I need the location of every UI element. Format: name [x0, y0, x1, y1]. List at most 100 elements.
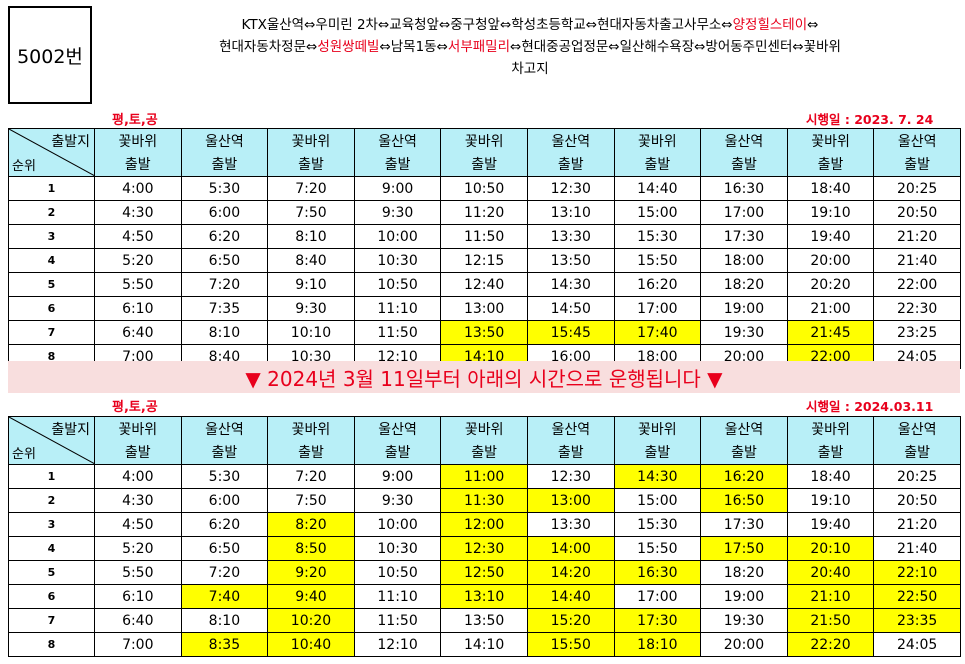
- route-stop-highlight: 성원쌍떼빌: [317, 39, 380, 55]
- time-cell: 20:50: [873, 200, 961, 225]
- time-cell: 16:30: [700, 176, 788, 201]
- time-cell: 9:30: [353, 488, 442, 513]
- time-cell-changed: 8:35: [180, 632, 269, 657]
- time-cell-changed: 18:10: [613, 632, 702, 657]
- rank-cell: 1: [8, 176, 95, 201]
- time-cell-changed: 17:50: [700, 536, 788, 561]
- time-cell: 18:40: [786, 176, 875, 201]
- corner-origin-label: 출발지: [51, 422, 90, 438]
- time-cell-changed: 12:00: [440, 512, 528, 537]
- time-cell-changed: 15:50: [526, 632, 615, 657]
- table-row: 2 4:30 6:00 7:50 9:30 11:30 13:00 15:00 16:50 19:…: [8, 488, 961, 513]
- table-row: 1 4:00 5:30 7:20 9:00 10:50 12:30 14:40 16:30 18:…: [8, 176, 961, 201]
- column-header-depart: 출발: [873, 152, 961, 177]
- rank-cell: 1: [8, 464, 95, 489]
- time-cell: 19:10: [786, 200, 875, 225]
- time-cell: 4:50: [94, 224, 182, 249]
- header-row: 출발지 순위 꽃바위 울산역 꽃바위 울산역 꽃바위 울산역 꽃바위 울산역 꽃바위 울산역: [8, 416, 961, 465]
- column-header-depart: 출발: [353, 152, 442, 177]
- time-cell-changed: 10:20: [267, 608, 355, 633]
- day-types-label-1: 평,토,공: [112, 113, 158, 128]
- corner-header: 출발지 순위: [8, 416, 95, 465]
- column-header-depart: 출발: [94, 440, 182, 465]
- column-header-depart: 출발: [873, 440, 961, 465]
- time-cell: 7:35: [180, 296, 269, 321]
- rank-cell: 2: [8, 200, 95, 225]
- column-header-station: 울산역: [180, 128, 269, 153]
- time-cell: 13:30: [526, 224, 615, 249]
- time-cell: 21:40: [873, 248, 961, 273]
- column-header-station: 꽃바위: [440, 416, 528, 441]
- time-cell-changed: 15:20: [526, 608, 615, 633]
- time-cell: 9:00: [353, 464, 442, 489]
- table-row: 7 6:40 8:10 10:20 11:50 13:50 15:20 17:30 19:30 2…: [8, 608, 961, 633]
- route-segment: ⇔현대중공업정문⇔일산해수욕장⇔방어동주민센터⇔꽃바위: [510, 39, 841, 55]
- time-cell: 5:30: [180, 176, 269, 201]
- time-cell: 10:10: [267, 320, 355, 345]
- time-cell: 21:20: [873, 224, 961, 249]
- time-cell: 10:50: [440, 176, 528, 201]
- time-cell: 6:20: [180, 224, 269, 249]
- time-cell: 21:00: [786, 296, 875, 321]
- time-cell: 6:40: [94, 608, 182, 633]
- column-header-depart: 출발: [786, 152, 875, 177]
- time-cell-changed: 14:00: [526, 536, 615, 561]
- column-header-station: 울산역: [353, 416, 442, 441]
- time-cell: 7:00: [94, 632, 182, 657]
- time-cell: 5:20: [94, 248, 182, 273]
- time-cell: 16:20: [613, 272, 702, 297]
- time-cell: 8:10: [180, 608, 269, 633]
- time-cell: 18:40: [786, 464, 875, 489]
- time-cell: 22:30: [873, 296, 961, 321]
- time-cell: 9:30: [353, 200, 442, 225]
- time-cell: 10:30: [353, 536, 442, 561]
- time-cell: 6:10: [94, 296, 182, 321]
- route-stop-highlight: 서부패밀리: [447, 39, 511, 55]
- column-header-station: 울산역: [180, 416, 269, 441]
- time-cell: 19:00: [700, 296, 788, 321]
- time-cell: 4:00: [94, 176, 182, 201]
- table-row: 4 5:20 6:50 8:50 10:30 12:30 14:00 15:50 17:50 20…: [8, 536, 961, 561]
- time-cell: 11:50: [440, 224, 528, 249]
- time-cell: 4:30: [94, 200, 182, 225]
- column-header-station: 꽃바위: [613, 416, 702, 441]
- time-cell: 15:30: [613, 224, 702, 249]
- corner-header: 출발지 순위: [8, 128, 95, 177]
- rank-cell: 5: [8, 560, 95, 585]
- column-header-depart: 출발: [526, 152, 615, 177]
- corner-origin-label: 출발지: [51, 134, 90, 150]
- time-cell-changed: 17:40: [613, 320, 702, 345]
- route-segment: 현대자동차정문⇔: [219, 39, 318, 55]
- time-cell: 13:00: [440, 296, 528, 321]
- time-cell-changed: 14:30: [613, 464, 702, 489]
- time-cell: 9:30: [267, 296, 355, 321]
- time-cell: 12:10: [353, 632, 442, 657]
- route-stop-highlight: 양정힐스테이: [732, 17, 808, 33]
- time-cell: 8:10: [267, 224, 355, 249]
- time-cell-changed: 8:50: [267, 536, 355, 561]
- time-cell: 8:10: [180, 320, 269, 345]
- time-cell: 20:25: [873, 464, 961, 489]
- time-cell: 18:00: [700, 248, 788, 273]
- time-cell-changed: 16:20: [700, 464, 788, 489]
- time-cell: 6:10: [94, 584, 182, 609]
- timetable-2024: 출발지 순위 꽃바위 울산역 꽃바위 울산역 꽃바위 울산역 꽃바위 울산역 꽃바위 울산역 출발 출발 출…: [8, 416, 961, 657]
- time-cell: 10:30: [353, 248, 442, 273]
- time-cell-changed: 14:20: [526, 560, 615, 585]
- time-cell-changed: 13:00: [526, 488, 615, 513]
- column-header-depart: 출발: [94, 152, 182, 177]
- rank-cell: 3: [8, 224, 95, 249]
- time-cell: 12:40: [440, 272, 528, 297]
- rank-cell: 5: [8, 272, 95, 297]
- time-cell: 6:50: [180, 536, 269, 561]
- column-header-station: 꽃바위: [267, 128, 355, 153]
- time-cell-changed: 17:30: [613, 608, 702, 633]
- time-cell-changed: 13:50: [440, 320, 528, 345]
- table-row: 6 6:10 7:40 9:40 11:10 13:10 14:40 17:00 19:00 21…: [8, 584, 961, 609]
- column-header-depart: 출발: [613, 152, 702, 177]
- table-row: 7 6:40 8:10 10:10 11:50 13:50 15:45 17:40 19:30 2…: [8, 320, 961, 345]
- time-cell: 11:50: [353, 320, 442, 345]
- time-cell-changed: 21:50: [786, 608, 875, 633]
- time-cell: 6:50: [180, 248, 269, 273]
- time-cell: 20:20: [786, 272, 875, 297]
